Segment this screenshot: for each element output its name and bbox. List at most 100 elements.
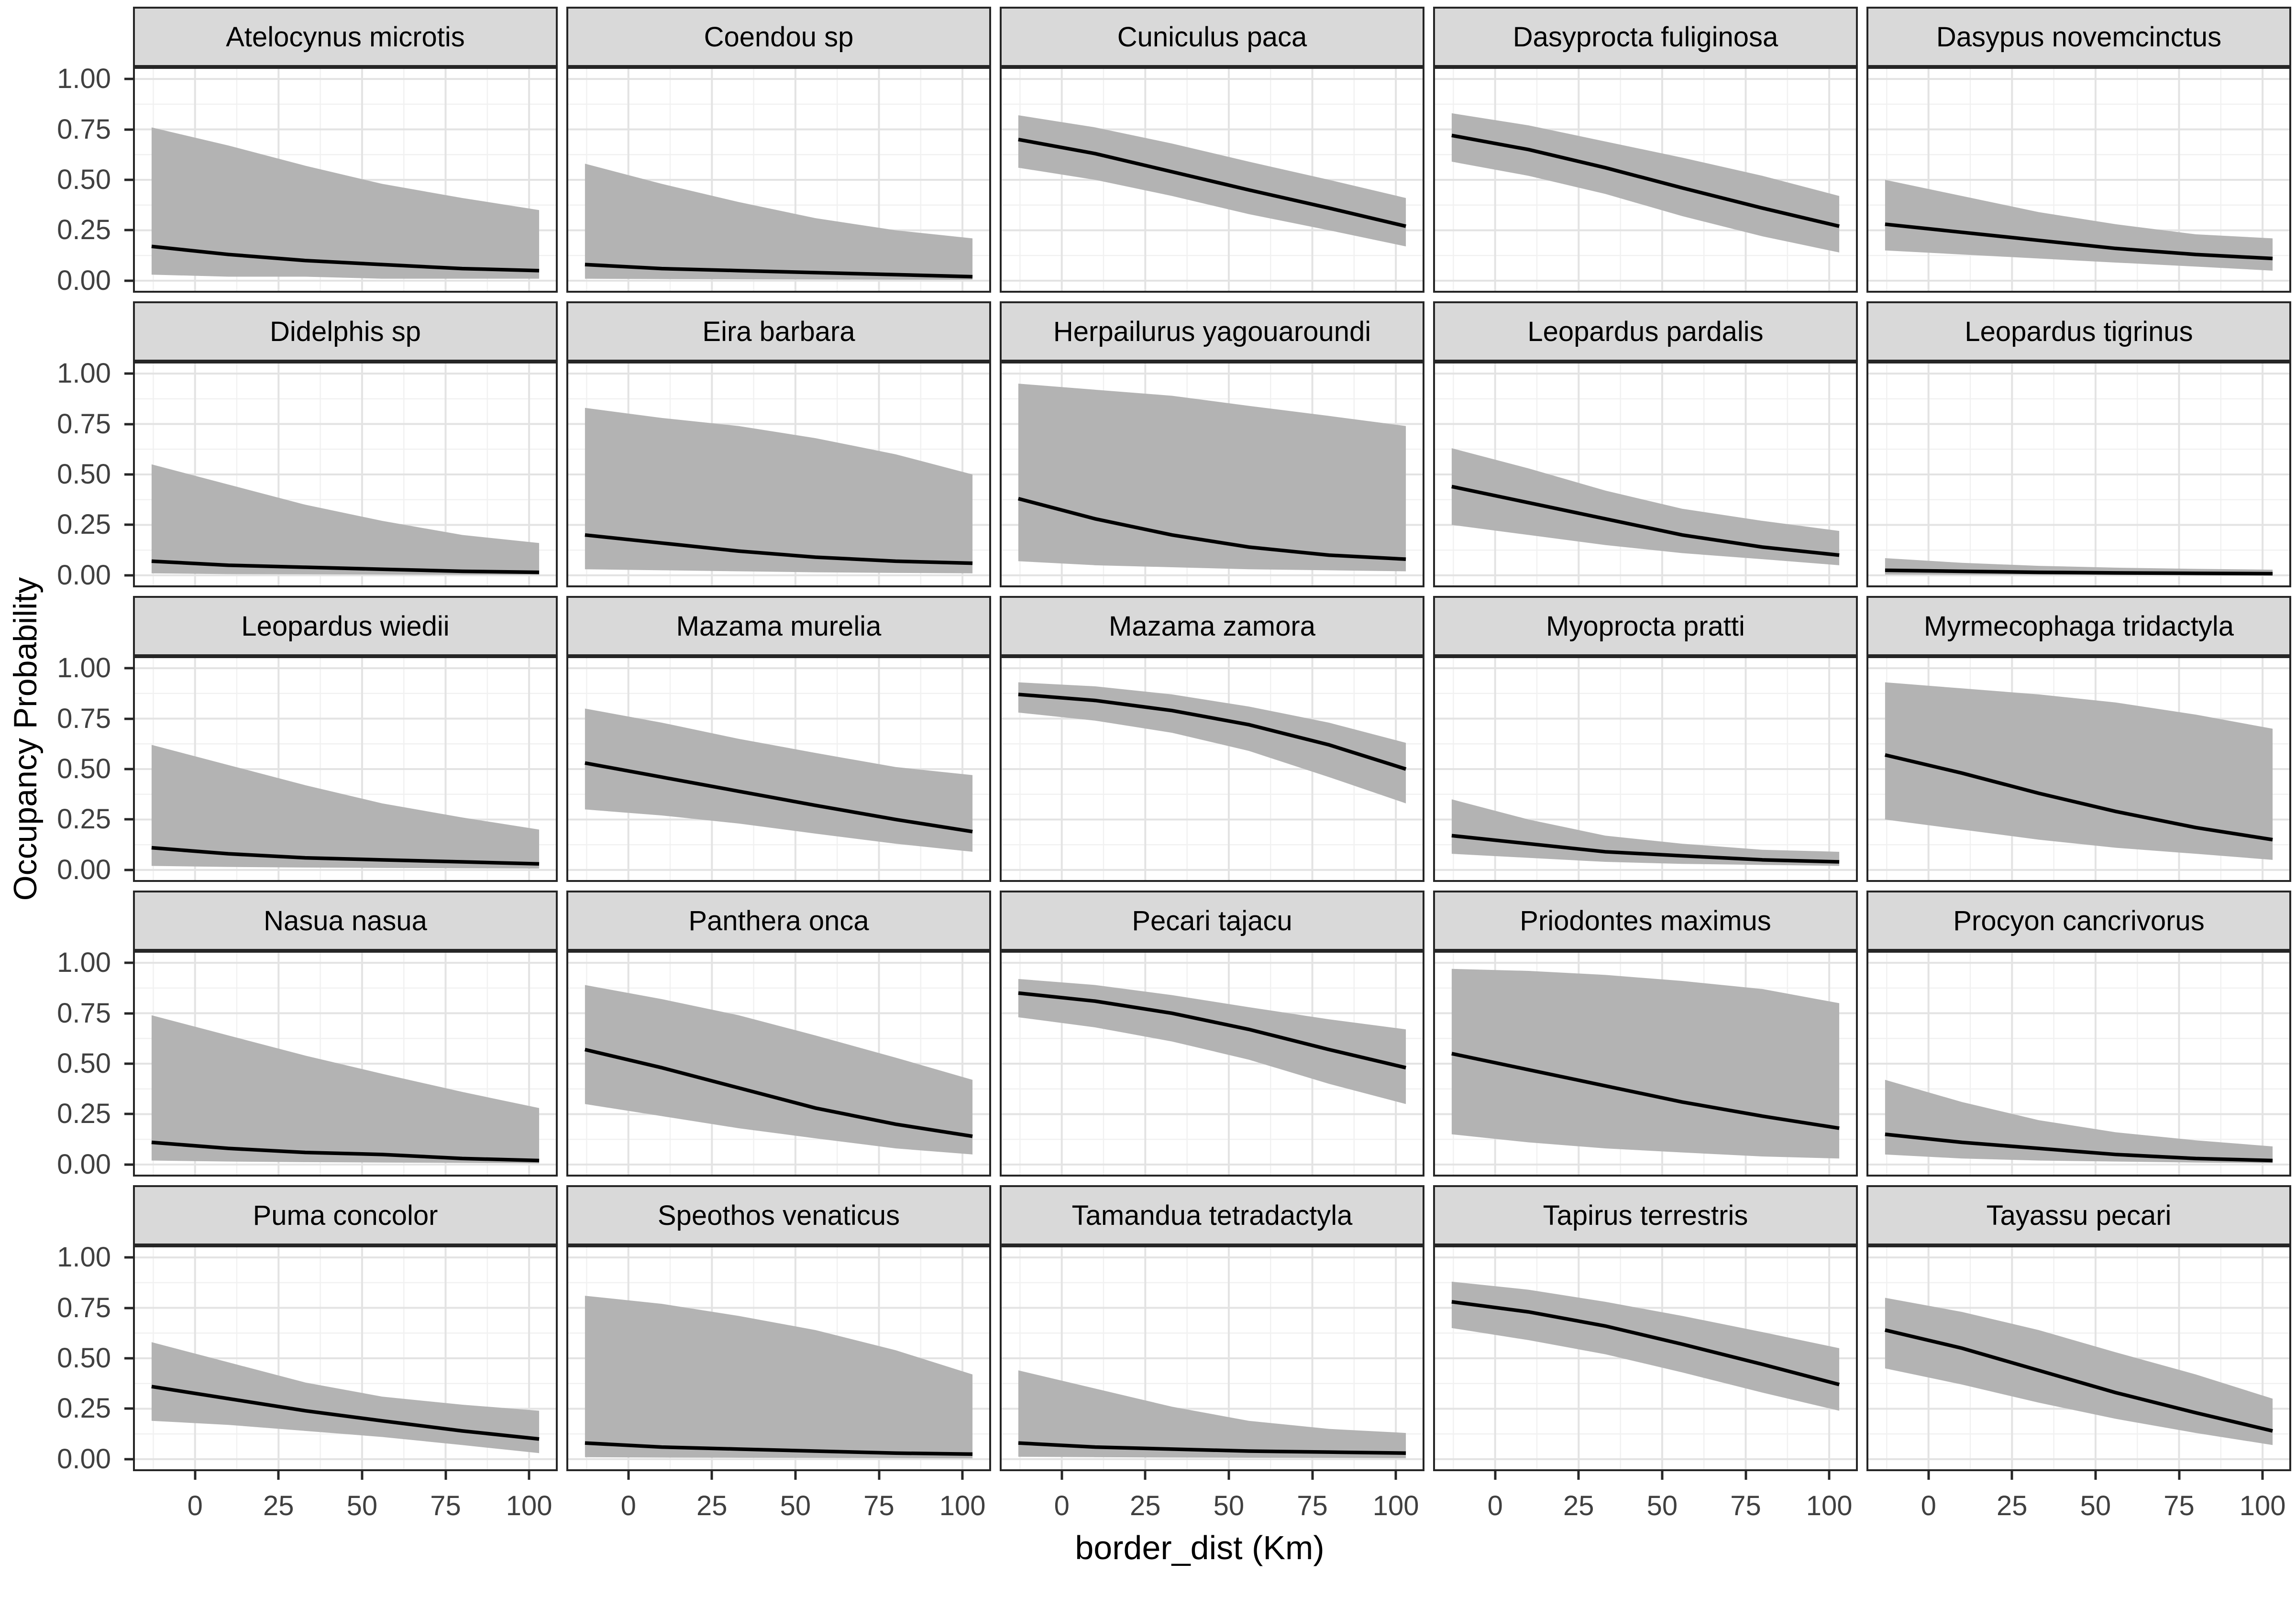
facet-strip-label: Priodontes maximus <box>1433 891 1858 953</box>
mean-occupancy-line <box>1018 993 1406 1068</box>
x-tick-mark <box>961 1471 964 1480</box>
plot-area <box>1868 1247 2289 1469</box>
x-tick-label: 100 <box>939 1490 986 1521</box>
confidence-ribbon <box>1451 1281 1840 1411</box>
y-axis-ticks: 1.00 0.75 0.50 0.25 0.00 <box>43 301 133 589</box>
x-tick-label: 0 <box>1487 1490 1503 1521</box>
x-tick-mark <box>2010 1471 2013 1480</box>
x-tick-label: 25 <box>1130 1490 1161 1521</box>
y-tick-label: 1.00 <box>57 358 111 389</box>
y-tick-mark <box>124 768 133 770</box>
x-tick-label: 75 <box>1730 1490 1761 1521</box>
y-tick-mark <box>124 1407 133 1410</box>
x-axis-ticks: 0 25 50 75 100 <box>1866 1471 2291 1521</box>
plot-area <box>1868 658 2289 880</box>
facet-strip-label: Pecari tajacu <box>1000 891 1424 953</box>
y-tick-label: 1.00 <box>57 63 111 95</box>
mean-occupancy-line <box>152 848 539 864</box>
facet-strip-label: Mazama zamora <box>1000 596 1424 658</box>
facet-strip-label: Mazama murelia <box>566 596 991 658</box>
facet-strip-label: Cuniculus paca <box>1000 7 1424 69</box>
plot-area <box>135 953 556 1175</box>
x-tick-mark <box>710 1471 713 1480</box>
facet-dasyprocta-fuliginosa: Dasyprocta fuliginosa <box>1433 7 1858 293</box>
facet-plot <box>1866 1247 2291 1471</box>
confidence-ribbon <box>1451 799 1840 866</box>
facet-leopardus-tigrinus: Leopardus tigrinus <box>1866 301 2291 587</box>
facet-leopardus-pardalis: Leopardus pardalis <box>1433 301 1858 587</box>
y-tick-label: 0.50 <box>57 164 111 195</box>
confidence-ribbon <box>1018 384 1406 572</box>
x-tick-label: 75 <box>1297 1490 1328 1521</box>
facet-strip-label: Leopardus pardalis <box>1433 301 1858 363</box>
x-tick-label: 100 <box>1806 1490 1853 1521</box>
y-tick-label: 1.00 <box>57 947 111 979</box>
y-tick-mark <box>124 229 133 231</box>
x-tick-mark <box>1394 1471 1397 1480</box>
mean-occupancy-line <box>1452 135 1839 226</box>
y-tick-mark <box>124 1012 133 1015</box>
confidence-ribbon <box>1018 1370 1406 1458</box>
x-tick-mark <box>2178 1471 2181 1480</box>
y-tick-mark <box>124 77 133 80</box>
y-tick-label: 0.50 <box>57 753 111 784</box>
plot-area <box>1435 1247 1856 1469</box>
x-tick-label: 25 <box>1997 1490 2028 1521</box>
y-axis-ticks: 1.00 0.75 0.50 0.25 0.00 <box>43 891 133 1178</box>
x-axis-title: border_dist (Km) <box>1075 1529 1325 1566</box>
mean-occupancy-line <box>1885 570 2273 573</box>
facet-strip-label: Leopardus tigrinus <box>1866 301 2291 363</box>
confidence-ribbon <box>1451 113 1840 253</box>
facet-strip-label: Atelocynus microtis <box>133 7 558 69</box>
confidence-ribbon <box>151 1015 540 1164</box>
facet-plot <box>133 658 558 882</box>
y-tick-mark <box>124 1458 133 1461</box>
x-tick-mark <box>1494 1471 1497 1480</box>
x-tick-label: 25 <box>1563 1490 1594 1521</box>
facet-grid: 1.00 0.75 0.50 0.25 0.00 Atelocynus microtis C… <box>43 7 2291 1521</box>
y-axis-title: Occupancy Probability <box>7 577 44 901</box>
x-tick-mark <box>2261 1471 2264 1480</box>
facet-plot <box>566 658 991 882</box>
confidence-ribbon <box>1018 682 1406 804</box>
mean-occupancy-line <box>1452 836 1839 862</box>
facet-strip-label: Dasyprocta fuliginosa <box>1433 7 1858 69</box>
y-tick-mark <box>124 869 133 871</box>
mean-occupancy-line <box>1018 1443 1406 1453</box>
confidence-ribbon <box>585 164 973 280</box>
plot-area <box>1002 1247 1423 1469</box>
mean-occupancy-line <box>1885 1134 2273 1161</box>
facet-myoprocta-pratti: Myoprocta pratti <box>1433 596 1858 882</box>
plot-area <box>568 1247 989 1469</box>
facet-coendou-sp: Coendou sp <box>566 7 991 293</box>
y-axis-ticks: 1.00 0.75 0.50 0.25 0.00 <box>43 596 133 883</box>
facet-atelocynus-microtis: Atelocynus microtis <box>133 7 558 293</box>
facet-plot <box>1866 363 2291 587</box>
facet-plot <box>1433 658 1858 882</box>
y-tick-label: 0.25 <box>57 214 111 246</box>
facet-plot <box>1000 363 1424 587</box>
plot-area <box>568 363 989 585</box>
facet-speothos-venaticus: Speothos venaticus <box>566 1185 991 1471</box>
confidence-ribbon <box>1451 969 1840 1159</box>
y-tick-mark <box>124 1307 133 1310</box>
facet-plot <box>133 363 558 587</box>
mean-occupancy-line <box>585 1443 972 1454</box>
x-tick-label: 25 <box>263 1490 294 1521</box>
mean-occupancy-line <box>152 1143 539 1161</box>
x-tick-mark <box>361 1471 364 1480</box>
x-tick-label: 0 <box>620 1490 636 1521</box>
facet-strip-label: Tapirus terrestris <box>1433 1185 1858 1247</box>
mean-occupancy-line <box>1018 499 1406 560</box>
facet-mazama-murelia: Mazama murelia <box>566 596 991 882</box>
x-tick-mark <box>1927 1471 1930 1480</box>
y-tick-label: 0.75 <box>57 703 111 734</box>
y-tick-label: 0.75 <box>57 408 111 440</box>
x-tick-mark <box>1577 1471 1580 1480</box>
facet-leopardus-wiedii: Leopardus wiedii <box>133 596 558 882</box>
confidence-ribbon <box>1018 979 1406 1104</box>
y-tick-label: 0.25 <box>57 1393 111 1424</box>
facet-plot <box>1000 69 1424 293</box>
mean-occupancy-line <box>152 246 539 271</box>
